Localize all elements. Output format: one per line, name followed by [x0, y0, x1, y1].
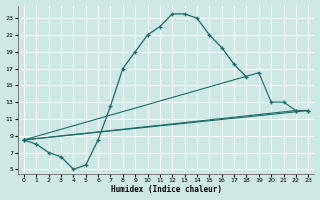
X-axis label: Humidex (Indice chaleur): Humidex (Indice chaleur) [111, 185, 221, 194]
